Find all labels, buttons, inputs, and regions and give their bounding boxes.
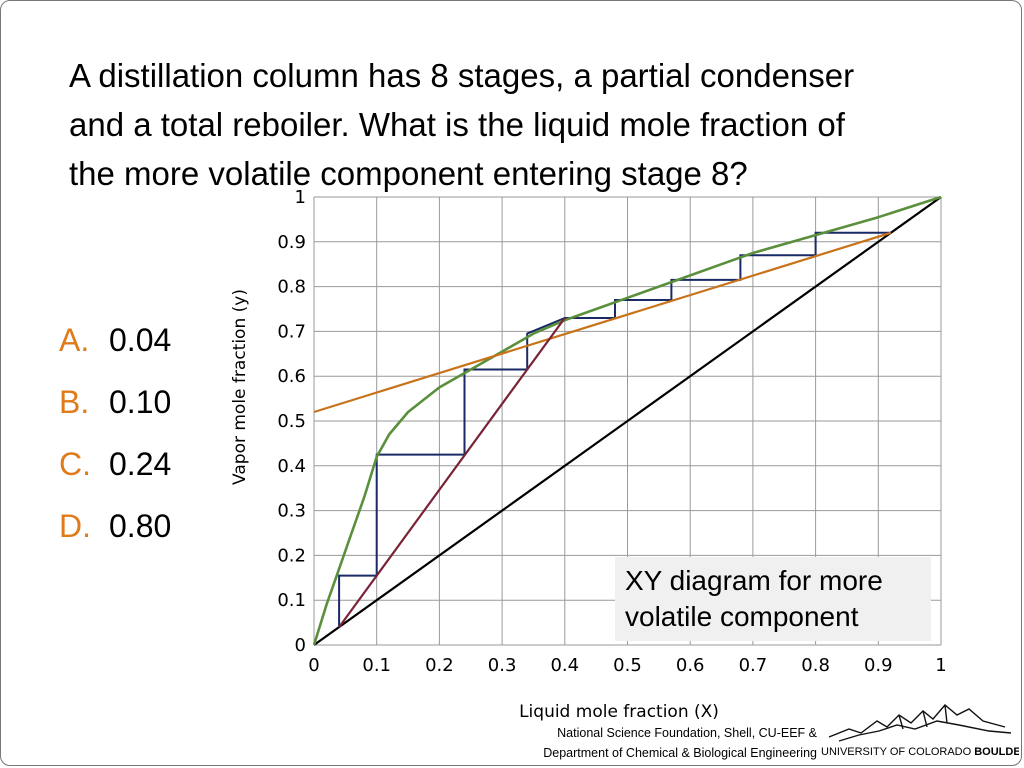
x-tick-label: 0 [308,655,319,676]
equilibrium-line [312,195,942,646]
option-value: 0.10 [109,384,172,420]
x-tick-label: 0.8 [801,655,830,676]
x-tick-label: 0.4 [550,655,579,676]
x-tick-label: 0.2 [425,655,454,676]
option-letter: A. [59,322,90,358]
university-logo: UNIVERSITY OF COLORADO BOULDER [821,704,1019,758]
stage-steps-line [338,231,891,628]
y-tick-label: 0.9 [277,232,306,253]
x-tick-label: 0.9 [864,655,893,676]
y-axis-label: Vapor mole fraction (y) [230,289,250,485]
diagonal-line [313,196,942,646]
credits: National Science Foundation, Shell, CU-E… [501,723,817,763]
x-axis-label: Liquid mole fraction (X) [519,702,719,722]
option-letter: B. [59,384,90,420]
rectifying-line [313,231,892,414]
x-tick-label: 1 [935,655,946,676]
y-tick-label: 0.6 [277,366,306,387]
question-line-3: the more volatile component entering sta… [69,155,748,192]
y-tick-label: 0.3 [277,501,306,522]
y-tick-label: 0 [295,635,306,656]
logo-text-bold: BOULDER [974,746,1019,758]
y-tick-label: 0.2 [277,545,306,566]
option-letter: D. [59,508,91,544]
option-value: 0.80 [109,508,172,544]
y-tick-label: 0.1 [277,590,306,611]
option-value: 0.24 [109,446,172,482]
option-c[interactable]: C. 0.24 [59,443,171,505]
option-d[interactable]: D. 0.80 [59,505,171,567]
x-tick-label: 0.3 [488,655,517,676]
x-tick-label: 0.1 [362,655,391,676]
mountain-logo-icon [828,704,1012,742]
credits-line-2: Department of Chemical & Biological Engi… [543,746,817,760]
caption-line-2: volatile component [625,601,859,632]
stripping-line [338,317,566,628]
x-tick-label: 0.7 [739,655,768,676]
question-text: A distillation column has 8 stages, a pa… [69,51,969,198]
question-line-1: A distillation column has 8 stages, a pa… [69,57,855,94]
chart-caption-box: XY diagram for more volatile component [615,557,931,641]
answer-options: A. 0.04 B. 0.10 C. 0.24 D. 0.80 [59,319,171,567]
lines-layer [312,195,942,646]
option-letter: C. [59,446,91,482]
option-a[interactable]: A. 0.04 [59,319,171,381]
x-tick-label: 0.6 [676,655,705,676]
y-tick-label: 0.5 [277,411,306,432]
caption-line-1: XY diagram for more [625,565,883,596]
option-value: 0.04 [109,322,172,358]
y-tick-label: 0.4 [277,456,306,477]
y-tick-label: 0.8 [277,277,306,298]
question-line-2: and a total reboiler. What is the liquid… [69,106,845,143]
logo-text-regular: UNIVERSITY OF COLORADO [821,746,974,758]
ticks-layer: 0 0.1 0.2 0.3 0.4 0.5 0.6 0.7 0.8 0.9 1 0 0.1 0.2 0.3 0… [277,187,946,676]
x-tick-label: 0.5 [613,655,642,676]
logo-text: UNIVERSITY OF COLORADO BOULDER [821,746,1019,758]
y-tick-label: 0.7 [277,321,306,342]
credits-line-1: National Science Foundation, Shell, CU-E… [557,726,817,740]
y-tick-label: 1 [295,187,306,208]
option-b[interactable]: B. 0.10 [59,381,171,443]
